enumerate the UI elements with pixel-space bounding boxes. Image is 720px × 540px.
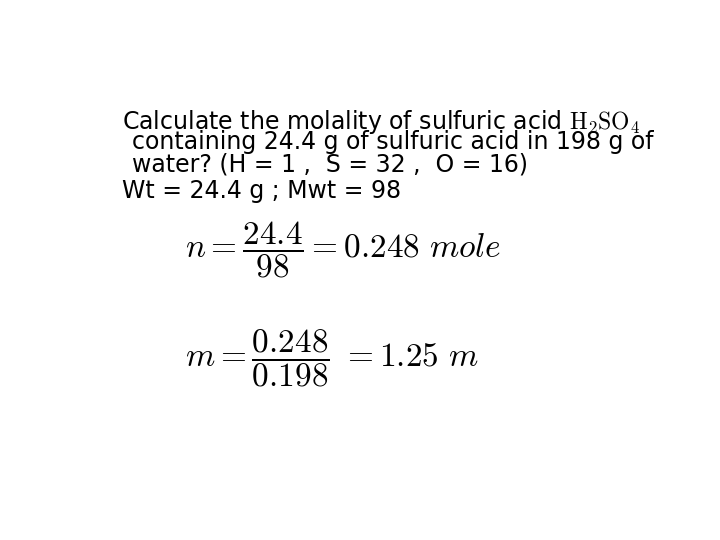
Text: water? (H = 1 ,  S = 32 ,  O = 16): water? (H = 1 , S = 32 , O = 16) (132, 152, 528, 177)
Text: Calculate the molality of sulfuric acid $\mathrm{H_2SO_4}$: Calculate the molality of sulfuric acid … (122, 109, 641, 137)
Text: Wt = 24.4 g ; Mwt = 98: Wt = 24.4 g ; Mwt = 98 (122, 179, 402, 202)
Text: containing 24.4 g of sulfuric acid in 198 g of: containing 24.4 g of sulfuric acid in 19… (132, 131, 654, 154)
Text: $m = \dfrac{0.248}{0.198}\  = 1.25\ m$: $m = \dfrac{0.248}{0.198}\ = 1.25\ m$ (185, 327, 479, 389)
Text: $n = \dfrac{24.4}{98} = 0.248\ \mathit{mole}$: $n = \dfrac{24.4}{98} = 0.248\ \mathit{m… (185, 220, 501, 280)
